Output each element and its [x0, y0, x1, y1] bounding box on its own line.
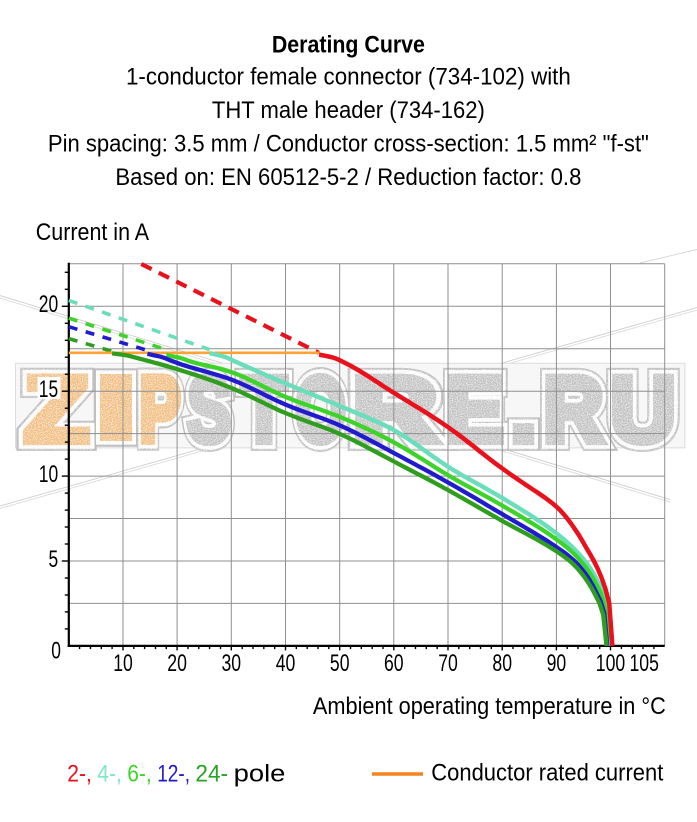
svg-text:P: P — [140, 359, 181, 461]
svg-text:E: E — [447, 359, 504, 461]
svg-text:R: R — [544, 359, 604, 461]
svg-text:20: 20 — [167, 650, 187, 677]
svg-text:20: 20 — [39, 291, 58, 318]
svg-text:.: . — [511, 359, 537, 461]
svg-text:Z: Z — [25, 359, 89, 461]
svg-text:100: 100 — [596, 650, 625, 677]
svg-text:Derating Curve: Derating Curve — [272, 32, 425, 59]
svg-text:R: R — [544, 359, 604, 461]
svg-text:R: R — [544, 359, 604, 461]
svg-text:Current in A: Current in A — [36, 219, 150, 246]
svg-text:15: 15 — [39, 376, 58, 403]
svg-text:U: U — [611, 359, 676, 461]
svg-text:Z: Z — [25, 359, 89, 461]
svg-text:12-,: 12-, — [157, 761, 190, 788]
svg-text:10: 10 — [39, 461, 58, 488]
svg-text:10: 10 — [113, 650, 133, 677]
svg-text:U: U — [611, 359, 676, 461]
svg-text:Z: Z — [25, 359, 89, 461]
svg-text:60: 60 — [384, 650, 404, 677]
svg-text:P: P — [140, 359, 181, 461]
svg-text:Pin spacing: 3.5 mm / Conducto: Pin spacing: 3.5 mm / Conductor cross-se… — [48, 130, 649, 157]
svg-text:1-conductor female connector (: 1-conductor female connector (734-102) w… — [126, 63, 571, 90]
svg-text:5: 5 — [49, 546, 59, 573]
svg-text:Based on: EN 60512-5-2 / Reduc: Based on: EN 60512-5-2 / Reduction facto… — [115, 164, 581, 191]
svg-text:R: R — [544, 359, 604, 461]
svg-text:30: 30 — [222, 650, 242, 677]
svg-text:Ambient operating temperature: Ambient operating temperature in °C — [313, 693, 666, 720]
svg-text:6-,: 6-, — [127, 761, 152, 788]
svg-text:24-: 24- — [195, 761, 228, 788]
svg-text:pole: pole — [234, 761, 286, 788]
svg-text:E: E — [447, 359, 504, 461]
svg-text:0: 0 — [51, 637, 61, 664]
svg-text:Z: Z — [25, 359, 89, 461]
svg-text:T: T — [242, 359, 287, 461]
svg-text:.: . — [511, 359, 537, 461]
svg-text:80: 80 — [492, 650, 512, 677]
svg-text:50: 50 — [330, 650, 350, 677]
svg-text:4-,: 4-, — [97, 761, 122, 788]
svg-text:Z: Z — [25, 359, 89, 461]
svg-text:Conductor rated current: Conductor rated current — [431, 760, 663, 787]
svg-text:THT male header (734-162): THT male header (734-162) — [212, 97, 485, 124]
svg-text:105: 105 — [630, 650, 659, 677]
svg-text:S: S — [188, 359, 231, 461]
svg-text:40: 40 — [276, 650, 296, 677]
svg-text:R: R — [544, 359, 604, 461]
svg-text:70: 70 — [438, 650, 458, 677]
svg-text:P: P — [140, 359, 181, 461]
svg-text:2-,: 2-, — [67, 761, 92, 788]
svg-text:U: U — [611, 359, 676, 461]
svg-text:E: E — [447, 359, 504, 461]
svg-text:90: 90 — [547, 650, 567, 677]
